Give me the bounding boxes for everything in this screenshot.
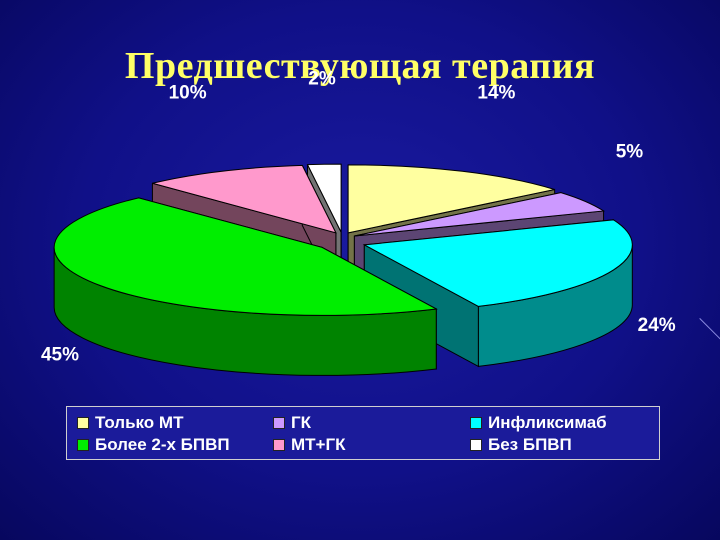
legend-item-more-than-2-dmards: Более 2-х БПВП <box>77 435 230 455</box>
legend-label: Только МТ <box>95 413 184 432</box>
pie-slice <box>53 197 438 316</box>
pie-slice <box>347 164 555 234</box>
legend-item-infliximab: Инфликсимаб <box>470 413 607 433</box>
legend-item-mt-gk: МТ+ГК <box>273 435 346 455</box>
slice-label: 2% <box>308 68 336 89</box>
legend-label: Инфликсимаб <box>488 413 607 432</box>
legend-swatch <box>273 417 285 429</box>
page-title: Предшествующая терапия <box>124 45 596 87</box>
legend-swatch <box>77 417 89 429</box>
legend-swatch <box>273 439 285 451</box>
pie-labels: 14% 5% 24% 45% 10% 2% <box>41 68 676 365</box>
legend-item-gk: ГК <box>273 413 311 433</box>
legend-label: ГК <box>291 413 312 432</box>
legend-swatch <box>77 439 89 451</box>
legend-swatch <box>470 439 482 451</box>
pie-slice <box>354 192 606 237</box>
pie-slice <box>362 219 633 307</box>
slice-label: 10% <box>169 82 207 103</box>
legend-item-only-mt: Только МТ <box>77 413 183 433</box>
legend-label: Более 2-х БПВП <box>95 435 230 454</box>
pie-slice <box>152 164 337 234</box>
slice-label: 14% <box>477 82 515 103</box>
legend-item-no-dmards: Без БПВП <box>470 435 572 455</box>
legend-label: МТ+ГК <box>291 435 346 454</box>
pie-slice <box>306 163 342 233</box>
slice-label: 5% <box>616 142 644 163</box>
legend-label: Без БПВП <box>488 435 572 454</box>
pie-tops <box>53 163 633 316</box>
chart-legend: Только МТ ГК Инфликсимаб Более 2-х БПВП … <box>66 406 660 460</box>
legend-swatch <box>470 417 482 429</box>
slice-label: 24% <box>638 315 676 336</box>
slice-label: 45% <box>41 344 79 365</box>
